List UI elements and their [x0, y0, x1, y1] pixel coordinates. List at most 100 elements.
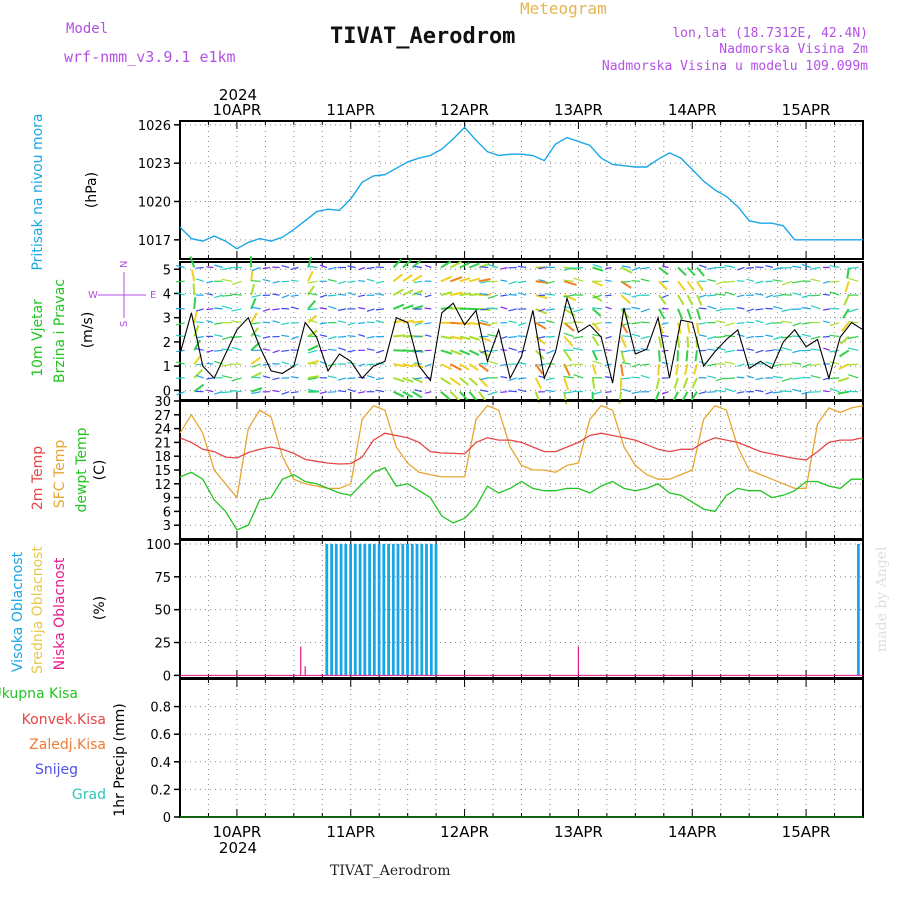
wind-arrow [847, 363, 859, 366]
wind-arrow [221, 294, 233, 297]
wind-arrow [844, 281, 850, 293]
wind-arrow [459, 292, 471, 297]
wind-arrow [658, 280, 668, 291]
wind-arrow [696, 322, 700, 334]
wind-arrow [480, 389, 489, 393]
wind-arrow [358, 333, 366, 338]
wind-arrow [572, 347, 584, 351]
wind-arrow [221, 391, 233, 394]
wind-arrow [347, 322, 356, 326]
wind-arrow [424, 334, 432, 338]
precip-ytick-label: 0.4 [150, 756, 171, 771]
wind-arrow [677, 294, 685, 306]
wind-arrow [736, 306, 745, 310]
wind-arrow [690, 391, 698, 402]
wind-arrow [829, 264, 840, 269]
wind-arrow [829, 291, 840, 296]
wind-arrow [449, 377, 462, 387]
wind-arrow [206, 349, 214, 353]
wind-arrow [250, 327, 260, 338]
wind-arrow [480, 266, 489, 269]
wind-arrow [724, 291, 736, 296]
credit-label: made by Angel [874, 546, 890, 652]
wind-arrow [715, 377, 726, 382]
wind-arrow [755, 389, 764, 393]
wind-arrow [546, 349, 555, 354]
wind-arrow [450, 276, 463, 283]
wind-arrow [272, 320, 280, 324]
wind-arrow [251, 294, 261, 298]
cloud-high-bar [358, 543, 362, 676]
wind-arrow [214, 391, 223, 395]
wind-arrow [661, 361, 669, 365]
wind-arrow [196, 374, 204, 379]
wind-arrow [195, 348, 204, 351]
temperature-ytick-label: 18 [154, 450, 171, 465]
wind-arrow [176, 280, 185, 283]
wind-arrow [838, 363, 850, 370]
wind-arrow [848, 374, 859, 379]
wind-arrow [538, 335, 546, 339]
wind-arrow [347, 265, 356, 269]
wind-arrow [724, 264, 736, 269]
wind-arrow [622, 292, 631, 296]
wind-arrow [487, 264, 498, 269]
wind-arrow [686, 336, 690, 348]
wind-arrow [563, 280, 577, 286]
wind-arrow [480, 293, 489, 296]
wind-arrow [328, 335, 337, 340]
wind-arrow [337, 320, 347, 324]
wind-arrow [412, 363, 424, 369]
wind-arrow [592, 280, 603, 287]
wind-arrow [424, 363, 432, 367]
wind-arrow [281, 294, 290, 299]
wind-arrow [538, 308, 546, 312]
wind-arrow [214, 264, 223, 269]
wind-arrow [773, 335, 783, 341]
top-day-label: 15APR [782, 101, 831, 119]
cloud-low-bar [304, 666, 306, 676]
cloud-high-bar [857, 543, 860, 676]
wind-arrow [840, 322, 850, 332]
wind-arrow [631, 363, 641, 368]
wind-arrow [449, 260, 462, 269]
wind-arrow [231, 293, 242, 296]
wind-arrow [290, 279, 299, 282]
wind-arrow [724, 387, 736, 393]
wind-arrow [724, 361, 736, 365]
wind-arrow [620, 350, 626, 363]
wind-arrow [772, 305, 783, 310]
wind-arrow [206, 389, 214, 393]
wind-arrow [176, 322, 185, 326]
bottom-day-label: 11APR [326, 823, 375, 841]
wind-arrow [262, 321, 271, 324]
pressure-ytick-label: 1020 [138, 196, 171, 211]
wind-arrow [658, 308, 666, 320]
wind-arrow [737, 266, 745, 271]
wind-arrow [272, 280, 280, 284]
wind-arrow [640, 363, 650, 366]
wind-arrow [591, 308, 602, 317]
wind-arrow [592, 360, 603, 365]
wind-arrow [591, 335, 600, 347]
wind-arrow [375, 389, 385, 393]
wind-arrow [251, 376, 261, 379]
compass-s-label: S [119, 321, 130, 327]
wind-arrow [459, 391, 468, 401]
wind-arrow [195, 335, 204, 339]
wind-arrow [366, 348, 375, 351]
wind-arrow [414, 292, 423, 296]
wind-arrow [696, 308, 701, 320]
wind-arrow [402, 319, 414, 324]
wind-arrow [631, 306, 641, 310]
wind-arrow [847, 347, 859, 351]
pressure-ylabel: Pritisak na nivou mora [30, 113, 46, 270]
wind-arrow [366, 363, 375, 366]
wind-arrow [563, 349, 573, 362]
wind-arrow [781, 280, 793, 286]
wind-arrow [500, 376, 508, 379]
top-year-label: 2024 [219, 86, 257, 104]
wind-arrow [765, 349, 773, 352]
wind-arrow [450, 335, 463, 341]
